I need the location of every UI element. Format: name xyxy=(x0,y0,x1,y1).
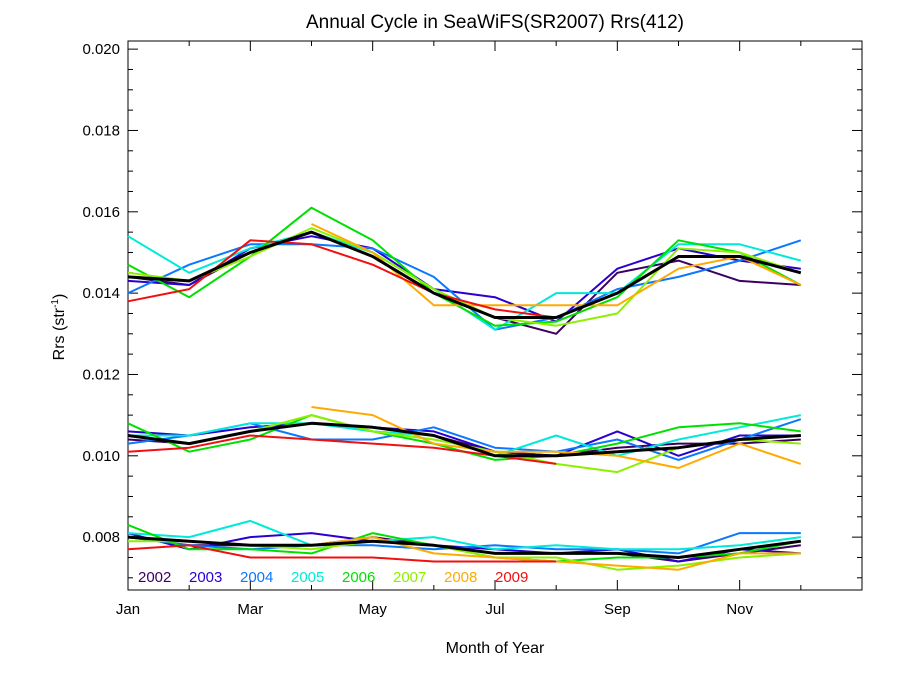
x-tick-label: Jan xyxy=(116,601,140,618)
year-2009-line-3 xyxy=(127,544,557,563)
y-tick-label: 0.014 xyxy=(82,285,120,302)
year-2002-line-1 xyxy=(127,231,801,335)
year-2004-series xyxy=(127,239,802,555)
year-2007-series xyxy=(127,227,802,571)
y-tick-label: 0.012 xyxy=(82,366,120,383)
year-2003-series xyxy=(127,235,801,563)
y-tick-label: 0.016 xyxy=(82,204,120,221)
year-2007-line-1 xyxy=(127,227,802,327)
x-tick-label: Mar xyxy=(237,601,263,618)
y-tick-label: 0.010 xyxy=(82,448,120,465)
y-axis-label: Rrs (str-1) xyxy=(50,294,68,361)
year-2009-line-1 xyxy=(127,239,557,319)
year-2008-line-2 xyxy=(311,406,802,469)
legend-entry-2003: 2003 xyxy=(189,569,222,586)
x-tick-label: May xyxy=(358,601,387,618)
x-tick-label: Nov xyxy=(726,601,753,618)
plot-layer: Jan Mar May Jul Sep Nov 0.008 0.010 0.012 0.014 0.… xyxy=(82,40,863,618)
year-2002-series xyxy=(127,231,801,563)
mean-line-2 xyxy=(127,421,801,458)
plot-frame xyxy=(127,40,863,591)
year-2004-line-1 xyxy=(127,239,802,331)
legend-entry-2007: 2007 xyxy=(393,569,426,586)
year-2009-series xyxy=(127,239,557,563)
y-tick-label: 0.020 xyxy=(82,41,120,58)
y-tick-label: 0.018 xyxy=(82,122,120,139)
legend-entry-2005: 2005 xyxy=(291,569,324,586)
year-2003-line-1 xyxy=(127,235,801,323)
x-tick-label: Jul xyxy=(485,601,504,618)
chart-title: Annual Cycle in SeaWiFS(SR2007) Rrs(412) xyxy=(306,12,684,33)
year-2003-line-2 xyxy=(127,422,801,457)
year-2005-line-3 xyxy=(127,519,801,551)
year-2005-line-1 xyxy=(127,231,802,331)
year-2009-line-2 xyxy=(127,434,557,465)
year-2006-line-1 xyxy=(127,206,802,327)
y-axis-label-sup: -1 xyxy=(50,299,61,308)
y-axis-label-close: ) xyxy=(51,294,68,299)
mean-line-3 xyxy=(127,535,801,559)
legend-entry-2009: 2009 xyxy=(495,569,528,586)
legend: 2002 2003 2004 2005 2006 2007 2008 2009 xyxy=(138,569,528,586)
legend-entry-2004: 2004 xyxy=(240,569,273,586)
x-tick-label: Sep xyxy=(604,601,631,618)
mean-line-1 xyxy=(127,230,802,319)
y-axis-label-main: Rrs (str xyxy=(51,307,68,360)
year-2005-series xyxy=(127,231,802,551)
legend-entry-2006: 2006 xyxy=(342,569,375,586)
legend-entry-2008: 2008 xyxy=(444,569,477,586)
y-tick-label: 0.008 xyxy=(82,529,120,546)
x-axis-label: Month of Year xyxy=(446,640,545,657)
mean-series xyxy=(127,230,802,559)
legend-entry-2002: 2002 xyxy=(138,569,171,586)
